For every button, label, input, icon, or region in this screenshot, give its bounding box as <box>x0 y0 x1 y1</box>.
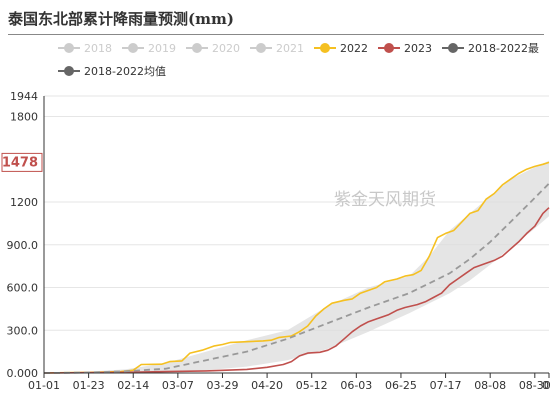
y-tick-label: 900.0 <box>7 239 39 252</box>
legend-label: 2018 <box>84 41 112 55</box>
y-tick-label: 1800 <box>10 111 38 124</box>
legend-label: 2021 <box>276 41 304 55</box>
chart-title: 泰国东北部累计降雨量预测(mm) <box>8 10 234 28</box>
legend-label: 2018-2022最 <box>468 42 539 55</box>
series-line-2023 <box>43 207 550 374</box>
title-divider <box>8 34 544 35</box>
legend-label: 2018-2022均值 <box>84 65 166 78</box>
legend-marker-icon <box>58 43 80 53</box>
x-tick-label: 02-14 <box>117 379 149 392</box>
x-tick-label: 08-30 <box>519 379 550 392</box>
legend-marker-icon <box>378 43 400 53</box>
legend-item-2019[interactable]: 2019 <box>122 42 176 55</box>
x-tick-label: 09 <box>542 379 550 392</box>
y-highlight-label: 1478 <box>2 155 38 170</box>
x-tick-label: 01-01 <box>28 379 60 392</box>
x-tick-label: 04-20 <box>251 379 283 392</box>
watermark: 紫金天风期货 <box>334 190 436 210</box>
series-line-2018-2022均值 <box>43 182 550 374</box>
legend-marker-icon <box>58 66 80 76</box>
band-layer <box>44 160 549 373</box>
legend-label: 2019 <box>148 41 176 55</box>
y-tick-label: 0.000 <box>7 367 39 380</box>
legend-item-2022[interactable]: 2022 <box>314 42 368 55</box>
x-tick-label: 07-17 <box>430 379 462 392</box>
legend-label: 2023 <box>404 41 432 55</box>
x-tick-label: 06-03 <box>340 379 372 392</box>
legend-item-2018-2022最[interactable]: 2018-2022最 <box>442 40 539 56</box>
series-line-2022 <box>43 161 550 374</box>
y-tick-label: 600.0 <box>7 282 39 295</box>
legend-item-2018-2022均值[interactable]: 2018-2022均值 <box>58 63 166 79</box>
x-tick-label: 01-23 <box>73 379 105 392</box>
band-range-area <box>44 160 549 373</box>
legend-row-2: 2018-2022均值 <box>58 63 166 79</box>
legend-marker-icon <box>250 43 272 53</box>
x-tick-label: 05-12 <box>296 379 328 392</box>
legend-row-1: 2018 2019 2020 2021 2022 2023 2018-2022最 <box>58 40 539 56</box>
legend-item-2018[interactable]: 2018 <box>58 42 112 55</box>
legend-marker-icon <box>122 43 144 53</box>
series-layer <box>43 161 550 374</box>
legend-item-2020[interactable]: 2020 <box>186 42 240 55</box>
legend-marker-icon <box>186 43 208 53</box>
x-tick-label: 08-08 <box>474 379 506 392</box>
legend-label: 2020 <box>212 41 240 55</box>
y-highlight-box <box>1 152 43 172</box>
legend-marker-icon <box>314 43 336 53</box>
legend-item-2023[interactable]: 2023 <box>378 42 432 55</box>
y-tick-label: 300.0 <box>7 324 39 337</box>
x-tick-label: 06-25 <box>385 379 417 392</box>
legend-label: 2022 <box>340 41 368 55</box>
legend-item-2021[interactable]: 2021 <box>250 42 304 55</box>
x-tick-label: 03-29 <box>206 379 238 392</box>
legend-marker-icon <box>442 43 464 53</box>
axis-layer: 0.000 300.0 600.0 900.0 1200 1478 1800 1944 01-0… <box>1 90 550 392</box>
y-tick-label: 1200 <box>10 196 38 209</box>
y-tick-label: 1944 <box>10 90 38 103</box>
x-tick-label: 03-07 <box>162 379 194 392</box>
